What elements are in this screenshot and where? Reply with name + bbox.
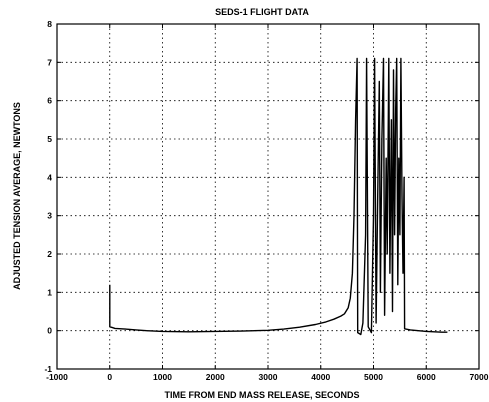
x-tick-label: 3000: [259, 372, 278, 382]
x-tick-label: 1000: [153, 372, 172, 382]
grid: [57, 24, 479, 369]
y-tick-label: 3: [47, 211, 52, 221]
axis-ticks: -1000 0 1000 2000 3000 4000 5000 6000 7000 -1 0 1 2 3…: [44, 19, 488, 382]
y-tick-label: 1: [47, 287, 52, 297]
series-line: [109, 57, 448, 336]
y-tick-label: 7: [47, 57, 52, 67]
x-tick-label: 7000: [470, 372, 489, 382]
y-tick-label: -1: [44, 364, 52, 374]
y-tick-label: 8: [47, 19, 52, 29]
y-tick-label: 6: [47, 96, 52, 106]
chart-title: SEDS-1 FLIGHT DATA: [215, 7, 309, 17]
x-tick-label: -1000: [46, 372, 68, 382]
y-tick-label: 4: [47, 172, 52, 182]
series-layer: [109, 57, 448, 336]
x-tick-label: 4000: [311, 372, 330, 382]
x-tick-label: 2000: [206, 372, 225, 382]
x-tick-label: 6000: [417, 372, 436, 382]
y-tick-label: 5: [47, 134, 52, 144]
x-axis-label: TIME FROM END MASS RELEASE, SECONDS: [164, 390, 359, 400]
x-tick-label: 0: [107, 372, 112, 382]
y-axis-label: ADJUSTED TENSION AVERAGE, NEWTONS: [12, 102, 22, 290]
y-tick-label: 2: [47, 249, 52, 259]
y-tick-label: 0: [47, 326, 52, 336]
x-tick-label: 5000: [364, 372, 383, 382]
